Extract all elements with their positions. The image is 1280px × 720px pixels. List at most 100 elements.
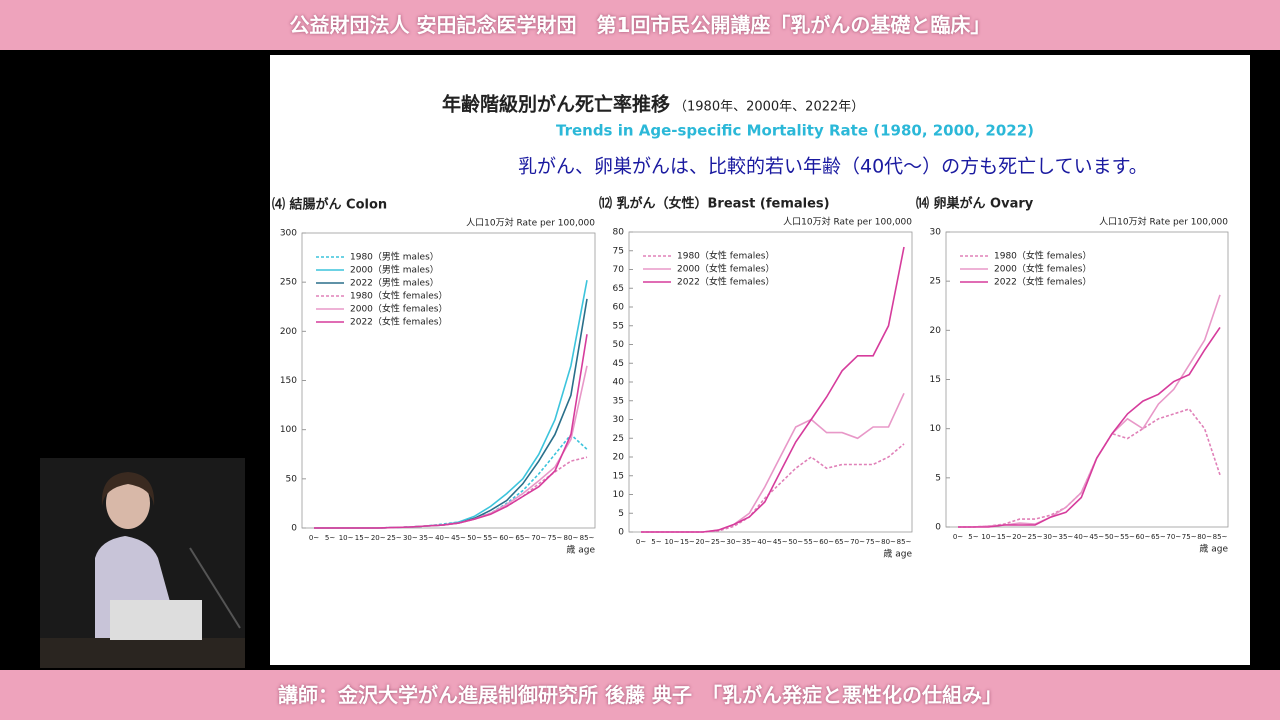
y-tick-label: 5 [935, 473, 941, 483]
x-tick-label: 85~ [897, 538, 912, 546]
header-bar: 公益財団法人 安田記念医学財団 第1回市民公開講座「乳がんの基礎と臨床」 [0, 0, 1280, 50]
line-series [641, 246, 905, 533]
x-tick-label: 25~ [387, 534, 402, 542]
legend-label: 2022（女性 females） [677, 276, 774, 288]
slide-note: 乳がん、卵巣がんは、比較的若い年齢（40代～）の方も死亡しています。 [518, 156, 1148, 178]
y-tick-label: 70 [613, 265, 625, 275]
y-tick-label: 30 [930, 228, 942, 238]
legend-label: 1980（女性 females） [350, 290, 447, 302]
x-tick-label: 20~ [695, 538, 710, 546]
y-tick-label: 200 [280, 327, 297, 337]
y-tick-label: 80 [613, 228, 625, 238]
x-tick-label: 65~ [835, 538, 850, 546]
x-tick-label: 5~ [651, 538, 661, 546]
x-tick-label: 60~ [819, 538, 834, 546]
y-tick-label: 50 [286, 474, 298, 484]
y-tick-label: 10 [613, 490, 625, 500]
x-tick-label: 75~ [1182, 533, 1197, 541]
line-series [641, 392, 905, 533]
y-tick-label: 65 [613, 284, 624, 294]
x-tick-label: 5~ [968, 533, 978, 541]
x-tick-label: 80~ [1197, 533, 1212, 541]
x-tick-label: 5~ [325, 534, 335, 542]
x-tick-label: 15~ [355, 534, 370, 542]
y-tick-label: 50 [613, 340, 625, 350]
x-tick-label: 40~ [435, 534, 450, 542]
y-tick-label: 20 [930, 326, 942, 336]
x-tick-label: 70~ [1166, 533, 1181, 541]
x-tick-label: 50~ [1105, 533, 1120, 541]
y-tick-label: 25 [613, 434, 624, 444]
x-tick-label: 50~ [467, 534, 482, 542]
line-series [314, 334, 588, 529]
legend-label: 2000（女性 females） [994, 263, 1091, 275]
y-tick-label: 100 [280, 425, 297, 435]
x-tick-label: 10~ [981, 533, 996, 541]
x-tick-label: 60~ [1136, 533, 1151, 541]
y-tick-label: 0 [618, 528, 624, 538]
slide-subtitle: Trends in Age-specific Mortality Rate (1… [556, 122, 1034, 140]
plot-area [301, 232, 596, 529]
legend-label: 1980（女性 females） [677, 250, 774, 262]
x-tick-label: 70~ [531, 534, 546, 542]
y-tick-label: 55 [613, 321, 624, 331]
chart-title: ⑷ 結腸がん Colon [272, 197, 387, 213]
x-tick-label: 30~ [403, 534, 418, 542]
x-tick-label: 0~ [636, 538, 646, 546]
x-tick-label: 55~ [1120, 533, 1135, 541]
chart-title: ⑿ 乳がん（女性）Breast (females) [599, 196, 830, 212]
legend-label: 1980（女性 females） [994, 250, 1091, 262]
x-tick-label: 45~ [1089, 533, 1104, 541]
y-tick-label: 60 [613, 303, 625, 313]
line-series [314, 298, 588, 529]
x-tick-label: 40~ [757, 538, 772, 546]
x-tick-label: 0~ [309, 534, 319, 542]
x-tick-label: 0~ [953, 533, 963, 541]
line-series [958, 326, 1221, 528]
line-series [314, 365, 588, 529]
x-tick-label: 70~ [850, 538, 865, 546]
x-tick-label: 75~ [866, 538, 881, 546]
y-tick-label: 45 [613, 359, 624, 369]
x-tick-label: 65~ [1151, 533, 1166, 541]
x-tick-label: 35~ [1058, 533, 1073, 541]
x-tick-label: 55~ [483, 534, 498, 542]
x-tick-label: 30~ [1043, 533, 1058, 541]
slide-title: 年齢階級別がん死亡率推移 [442, 93, 670, 116]
legend-label: 2000（女性 females） [677, 263, 774, 275]
chart-unit: 人口10万対 Rate per 100,000 [466, 217, 595, 229]
x-tick-label: 20~ [1012, 533, 1027, 541]
x-tick-label: 15~ [680, 538, 695, 546]
legend-label: 1980（男性 males） [350, 251, 439, 263]
legend-label: 2000（女性 females） [350, 303, 447, 315]
line-series [641, 443, 905, 533]
x-tick-label: 25~ [1028, 533, 1043, 541]
x-axis-label: 歳 age [883, 548, 912, 560]
x-tick-label: 35~ [742, 538, 757, 546]
x-tick-label: 65~ [515, 534, 530, 542]
y-tick-label: 300 [280, 229, 297, 239]
x-tick-label: 45~ [451, 534, 466, 542]
x-tick-label: 80~ [564, 534, 579, 542]
y-tick-label: 25 [930, 277, 941, 287]
speaker-video [40, 458, 245, 668]
slide-title-years: （1980年、2000年、2022年） [674, 100, 864, 115]
x-tick-label: 25~ [711, 538, 726, 546]
y-tick-label: 5 [618, 509, 624, 519]
legend-label: 2022（男性 males） [350, 277, 439, 289]
x-tick-label: 40~ [1074, 533, 1089, 541]
x-tick-label: 85~ [580, 534, 595, 542]
x-tick-label: 50~ [788, 538, 803, 546]
x-tick-label: 10~ [339, 534, 354, 542]
y-tick-label: 30 [613, 415, 625, 425]
legend-label: 2000（男性 males） [350, 264, 439, 276]
x-tick-label: 30~ [726, 538, 741, 546]
line-series [314, 456, 588, 529]
y-tick-label: 0 [935, 523, 941, 533]
chart-unit: 人口10万対 Rate per 100,000 [1099, 216, 1228, 228]
x-tick-label: 20~ [371, 534, 386, 542]
y-tick-label: 75 [613, 246, 624, 256]
x-tick-label: 80~ [881, 538, 896, 546]
x-tick-label: 10~ [665, 538, 680, 546]
